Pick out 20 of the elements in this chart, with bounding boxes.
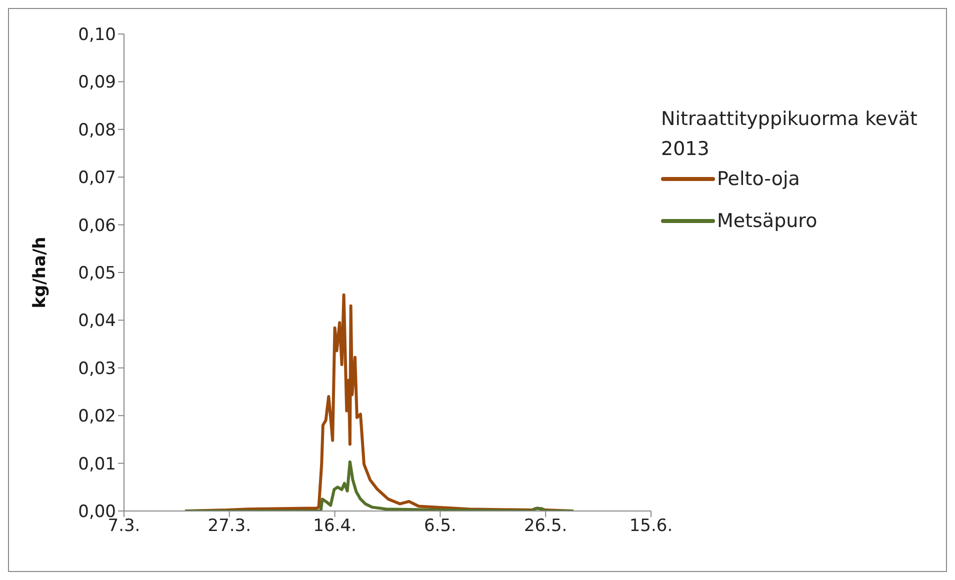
y-tick-label: 0,10 xyxy=(78,25,116,46)
x-tick-label: 15.6. xyxy=(629,516,673,536)
y-tick-label: 0,04 xyxy=(78,311,116,332)
y-tick-label: 0,08 xyxy=(78,120,116,140)
legend-label: Metsäpuro xyxy=(717,209,818,234)
y-tick-label: 0,06 xyxy=(78,216,116,236)
legend-label: Pelto-oja xyxy=(717,167,800,192)
y-tick-label: 0,03 xyxy=(78,358,116,379)
y-axis-title: kg/ha/h xyxy=(30,236,50,308)
y-tick-label: 0,05 xyxy=(78,264,116,284)
x-tick-label: 16.4. xyxy=(313,516,356,536)
y-tick-label: 0,09 xyxy=(78,72,116,93)
line-series xyxy=(184,460,575,511)
y-tick-label: 0,02 xyxy=(78,406,116,427)
y-tick-label: 0,07 xyxy=(78,168,116,188)
x-tick-label: 6.5. xyxy=(424,516,456,536)
x-tick-label: 27.3. xyxy=(208,516,252,536)
legend-title: Nitraattityppikuorma kevät 2013 xyxy=(661,107,918,162)
y-tick-label: 0,01 xyxy=(78,454,116,474)
x-tick-label: 26.5. xyxy=(524,516,568,536)
